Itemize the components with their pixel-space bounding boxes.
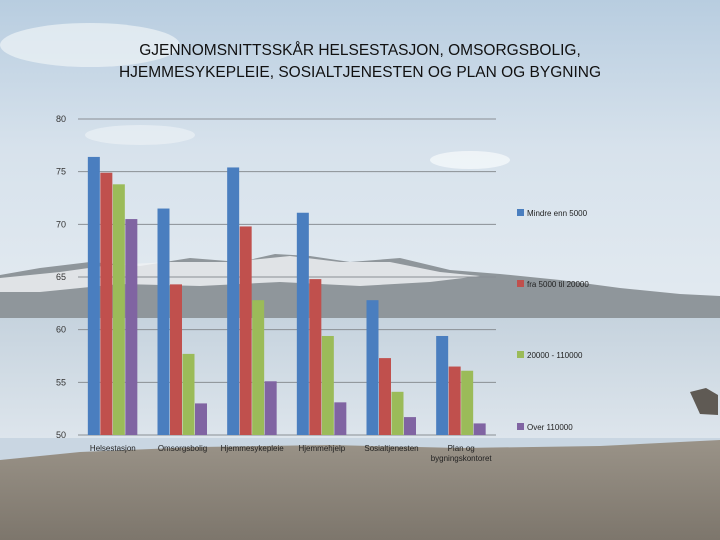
- y-tick-label: 55: [56, 377, 66, 387]
- legend: Mindre enn 5000 fra 5000 til 20000 20000 -…: [517, 209, 589, 432]
- legend-swatch: [517, 351, 524, 358]
- bar: [334, 402, 347, 435]
- bar: [404, 417, 416, 435]
- bar: [227, 167, 240, 435]
- legend-label: Over 110000: [527, 423, 573, 432]
- y-tick-label: 50: [56, 430, 66, 440]
- bar: [309, 279, 322, 435]
- x-category-label: Plan og: [448, 444, 475, 453]
- x-category-label: Sosialtjenesten: [364, 444, 418, 453]
- legend-swatch: [517, 423, 524, 430]
- y-tick-label: 80: [56, 114, 66, 124]
- y-axis-ticks: 50 55 60 65 70 75 80: [56, 114, 66, 440]
- bar: [321, 335, 334, 435]
- bar: [296, 212, 309, 435]
- y-tick-label: 70: [56, 219, 66, 229]
- x-category-label: Hjemmehjelp: [298, 444, 345, 453]
- bar: [252, 300, 265, 435]
- bar: [448, 366, 461, 435]
- bars: [87, 156, 486, 436]
- x-axis-categories: Helsestasjon Omsorgsbolig Hjemmesykepleie H…: [90, 444, 492, 463]
- bar: [391, 391, 404, 435]
- legend-swatch: [517, 280, 524, 287]
- bar: [87, 156, 100, 436]
- legend-label: Mindre enn 5000: [527, 209, 588, 218]
- chart-title: GJENNOMSNITTSSKÅR HELSESTASJON, OMSORGSB…: [40, 40, 680, 84]
- bar: [125, 219, 138, 435]
- bar: [195, 403, 207, 435]
- x-category-label: Hjemmesykepleie: [221, 444, 285, 453]
- bar: [112, 184, 125, 435]
- bar: [366, 300, 379, 435]
- y-tick-label: 75: [56, 167, 66, 177]
- bar: [239, 226, 252, 435]
- bar: [264, 381, 277, 435]
- y-tick-label: 60: [56, 325, 66, 335]
- x-category-label: bygningskontoret: [431, 454, 493, 463]
- bar: [436, 335, 449, 435]
- gridlines: [78, 118, 496, 436]
- chart-title-line-2: HJEMMESYKEPLEIE, SOSIALTJENESTEN OG PLAN…: [118, 64, 602, 81]
- x-category-label: Helsestasjon: [90, 444, 136, 453]
- legend-label: 20000 - 110000: [527, 351, 583, 360]
- bar: [100, 172, 113, 435]
- legend-swatch: [517, 209, 524, 216]
- legend-label: fra 5000 til 20000: [527, 280, 589, 289]
- bar: [170, 284, 182, 435]
- x-category-label: Omsorgsbolig: [158, 444, 207, 453]
- bar: [379, 358, 391, 435]
- bar: [157, 208, 170, 435]
- y-tick-label: 65: [56, 272, 66, 282]
- chart-title-line-1: GJENNOMSNITTSSKÅR HELSESTASJON, OMSORGSB…: [139, 42, 581, 59]
- bar: [473, 423, 486, 435]
- bar: [182, 353, 195, 435]
- bar: [461, 370, 474, 435]
